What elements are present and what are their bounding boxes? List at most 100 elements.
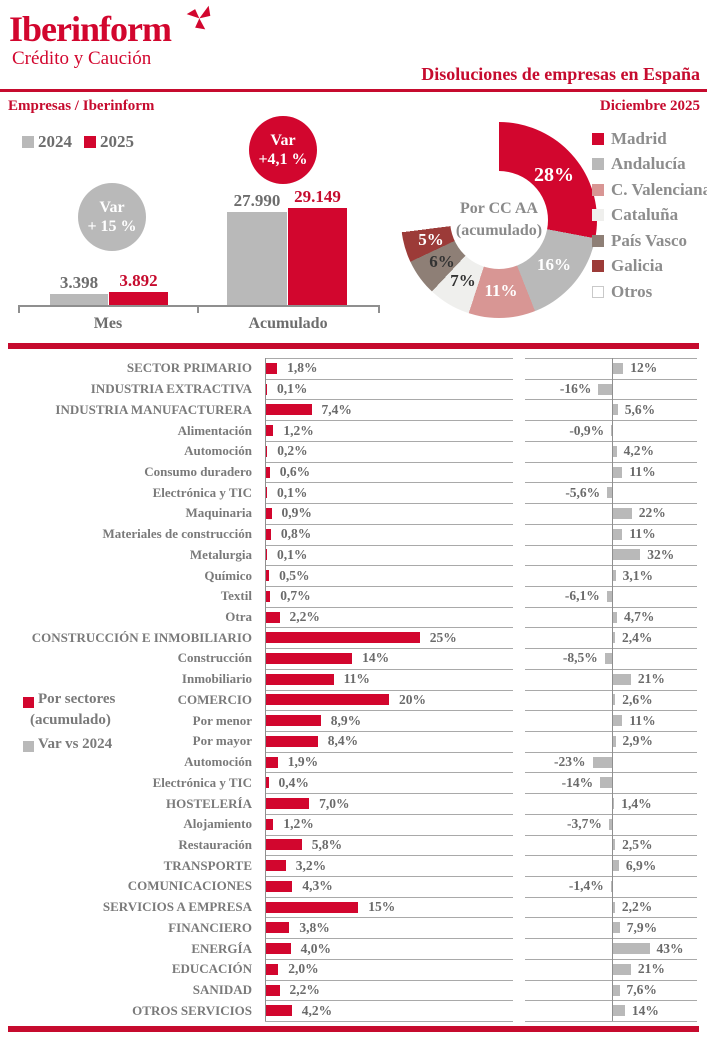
sector-value: 0,1% bbox=[277, 381, 308, 397]
var-value: 21% bbox=[637, 671, 665, 687]
var-value: 11% bbox=[629, 464, 656, 479]
row-grid-line bbox=[265, 876, 513, 877]
var-value: 22% bbox=[638, 505, 666, 521]
var-value: -1,4% bbox=[568, 878, 604, 894]
var-bar-gray bbox=[607, 487, 612, 499]
sector-value: 0,6% bbox=[279, 464, 311, 479]
row-grid-line bbox=[525, 834, 697, 836]
var-value: -3,7% bbox=[567, 816, 602, 832]
row-grid-line bbox=[265, 855, 513, 857]
bar-value-acumulado-2024: 27.990 bbox=[233, 191, 281, 210]
var-bar-gray bbox=[608, 818, 612, 830]
row-grid-line bbox=[265, 1000, 513, 1002]
sector-bar-red bbox=[266, 860, 286, 872]
row-grid-line bbox=[525, 358, 697, 359]
var-bar-gray bbox=[613, 362, 624, 374]
legend-label-2024: 2024 bbox=[38, 132, 72, 151]
row-grid-line bbox=[265, 585, 513, 587]
sector-label: ENERGÍA bbox=[191, 940, 252, 956]
sector-legend-line1: Por sectores bbox=[38, 691, 116, 707]
var-value: 11% bbox=[629, 526, 656, 542]
donut-slice-label-galicia: 5% bbox=[418, 230, 444, 249]
var-value: 7,6% bbox=[626, 982, 657, 997]
sector-bar-red bbox=[266, 383, 267, 395]
var-bar-gray bbox=[613, 632, 615, 644]
var-bar-gray bbox=[611, 425, 612, 436]
row-grid-line bbox=[525, 1000, 697, 1002]
logo: Iberinform bbox=[9, 5, 211, 50]
bar-value-mes-2025: 3.892 bbox=[119, 271, 158, 290]
sector-value: 4,2% bbox=[301, 1002, 333, 1018]
var-bar-gray bbox=[613, 611, 617, 623]
sector-bar-red bbox=[266, 362, 278, 374]
var-value: 5,6% bbox=[624, 401, 656, 417]
var-bar-gray bbox=[600, 777, 612, 789]
sector-label: TRANSPORTE bbox=[163, 857, 252, 873]
sector-value: 15% bbox=[368, 899, 396, 915]
sector-bar-red bbox=[266, 425, 274, 436]
sector-bar-red bbox=[266, 570, 270, 582]
row-grid-line bbox=[265, 399, 513, 401]
sector-label: Alimentación bbox=[177, 422, 252, 438]
row-grid-line bbox=[525, 565, 697, 567]
sector-label: Restauración bbox=[178, 836, 252, 852]
sector-label: Maquinaria bbox=[185, 505, 252, 521]
sector-bar-red bbox=[266, 715, 321, 727]
row-grid-line bbox=[265, 523, 513, 525]
row-grid-line bbox=[525, 813, 697, 815]
bar-chart-axis-tick bbox=[197, 305, 199, 313]
row-grid-line bbox=[265, 938, 513, 940]
axis-label-acumulado: Acumulado bbox=[248, 315, 328, 332]
sector-value: 1,2% bbox=[283, 816, 314, 832]
sector-label: FINANCIERO bbox=[168, 919, 252, 935]
sector-bar-red bbox=[266, 818, 274, 830]
row-grid-line bbox=[525, 938, 697, 940]
sector-value: 8,9% bbox=[330, 712, 362, 728]
sector-value: 25% bbox=[429, 629, 457, 645]
var-value: -23% bbox=[554, 754, 586, 769]
row-grid-line bbox=[265, 461, 513, 463]
var-value: 3,1% bbox=[622, 567, 653, 583]
sector-value: 0,1% bbox=[277, 484, 308, 500]
donut-slice-label-andaluc-a: 16% bbox=[537, 255, 571, 274]
row-grid-line bbox=[525, 606, 697, 608]
donut-slice-label-pa-s-vasco: 6% bbox=[429, 252, 455, 271]
row-grid-line bbox=[265, 813, 513, 815]
var-bar-gray bbox=[613, 735, 616, 747]
sector-value: 3,8% bbox=[299, 919, 330, 935]
sector-label: EDUCACIÓN bbox=[171, 961, 252, 977]
sector-bar-red bbox=[266, 487, 267, 499]
sector-label: Alojamiento bbox=[183, 816, 252, 832]
row-grid-line bbox=[525, 420, 697, 422]
row-grid-line bbox=[525, 648, 697, 650]
legend-item-label: Galicia bbox=[611, 256, 663, 276]
legend-label-2025: 2025 bbox=[100, 132, 134, 151]
legend-swatch-2025 bbox=[84, 136, 96, 148]
sector-label: Automoción bbox=[184, 754, 252, 769]
row-grid-line bbox=[265, 565, 513, 567]
sector-bar-red bbox=[266, 1005, 292, 1017]
var-bar-gray bbox=[613, 528, 623, 540]
sector-label: SANIDAD bbox=[192, 982, 252, 997]
sector-value: 14% bbox=[362, 650, 390, 666]
row-grid-line bbox=[525, 896, 697, 898]
legend-item-label: Cataluña bbox=[611, 205, 679, 225]
sector-bar-red bbox=[266, 507, 272, 519]
var-value: -0,9% bbox=[569, 422, 605, 438]
sector-bar-red bbox=[266, 880, 293, 892]
donut-slice-label-madrid: 28% bbox=[534, 164, 574, 186]
sector-value: 2,2% bbox=[289, 982, 320, 997]
sector-value: 0,7% bbox=[280, 588, 311, 604]
row-grid-line bbox=[525, 772, 697, 774]
row-grid-line bbox=[265, 772, 513, 774]
sector-bar-red bbox=[266, 901, 359, 913]
bar-chart-axis bbox=[18, 305, 380, 313]
sector-value: 7,4% bbox=[321, 401, 352, 417]
var-bar-gray bbox=[613, 963, 631, 975]
sector-value: 0,9% bbox=[281, 505, 312, 521]
sector-label: Consumo duradero bbox=[144, 464, 252, 479]
row-grid-line bbox=[265, 731, 513, 732]
row-grid-line bbox=[265, 420, 513, 422]
row-grid-line bbox=[525, 399, 697, 401]
